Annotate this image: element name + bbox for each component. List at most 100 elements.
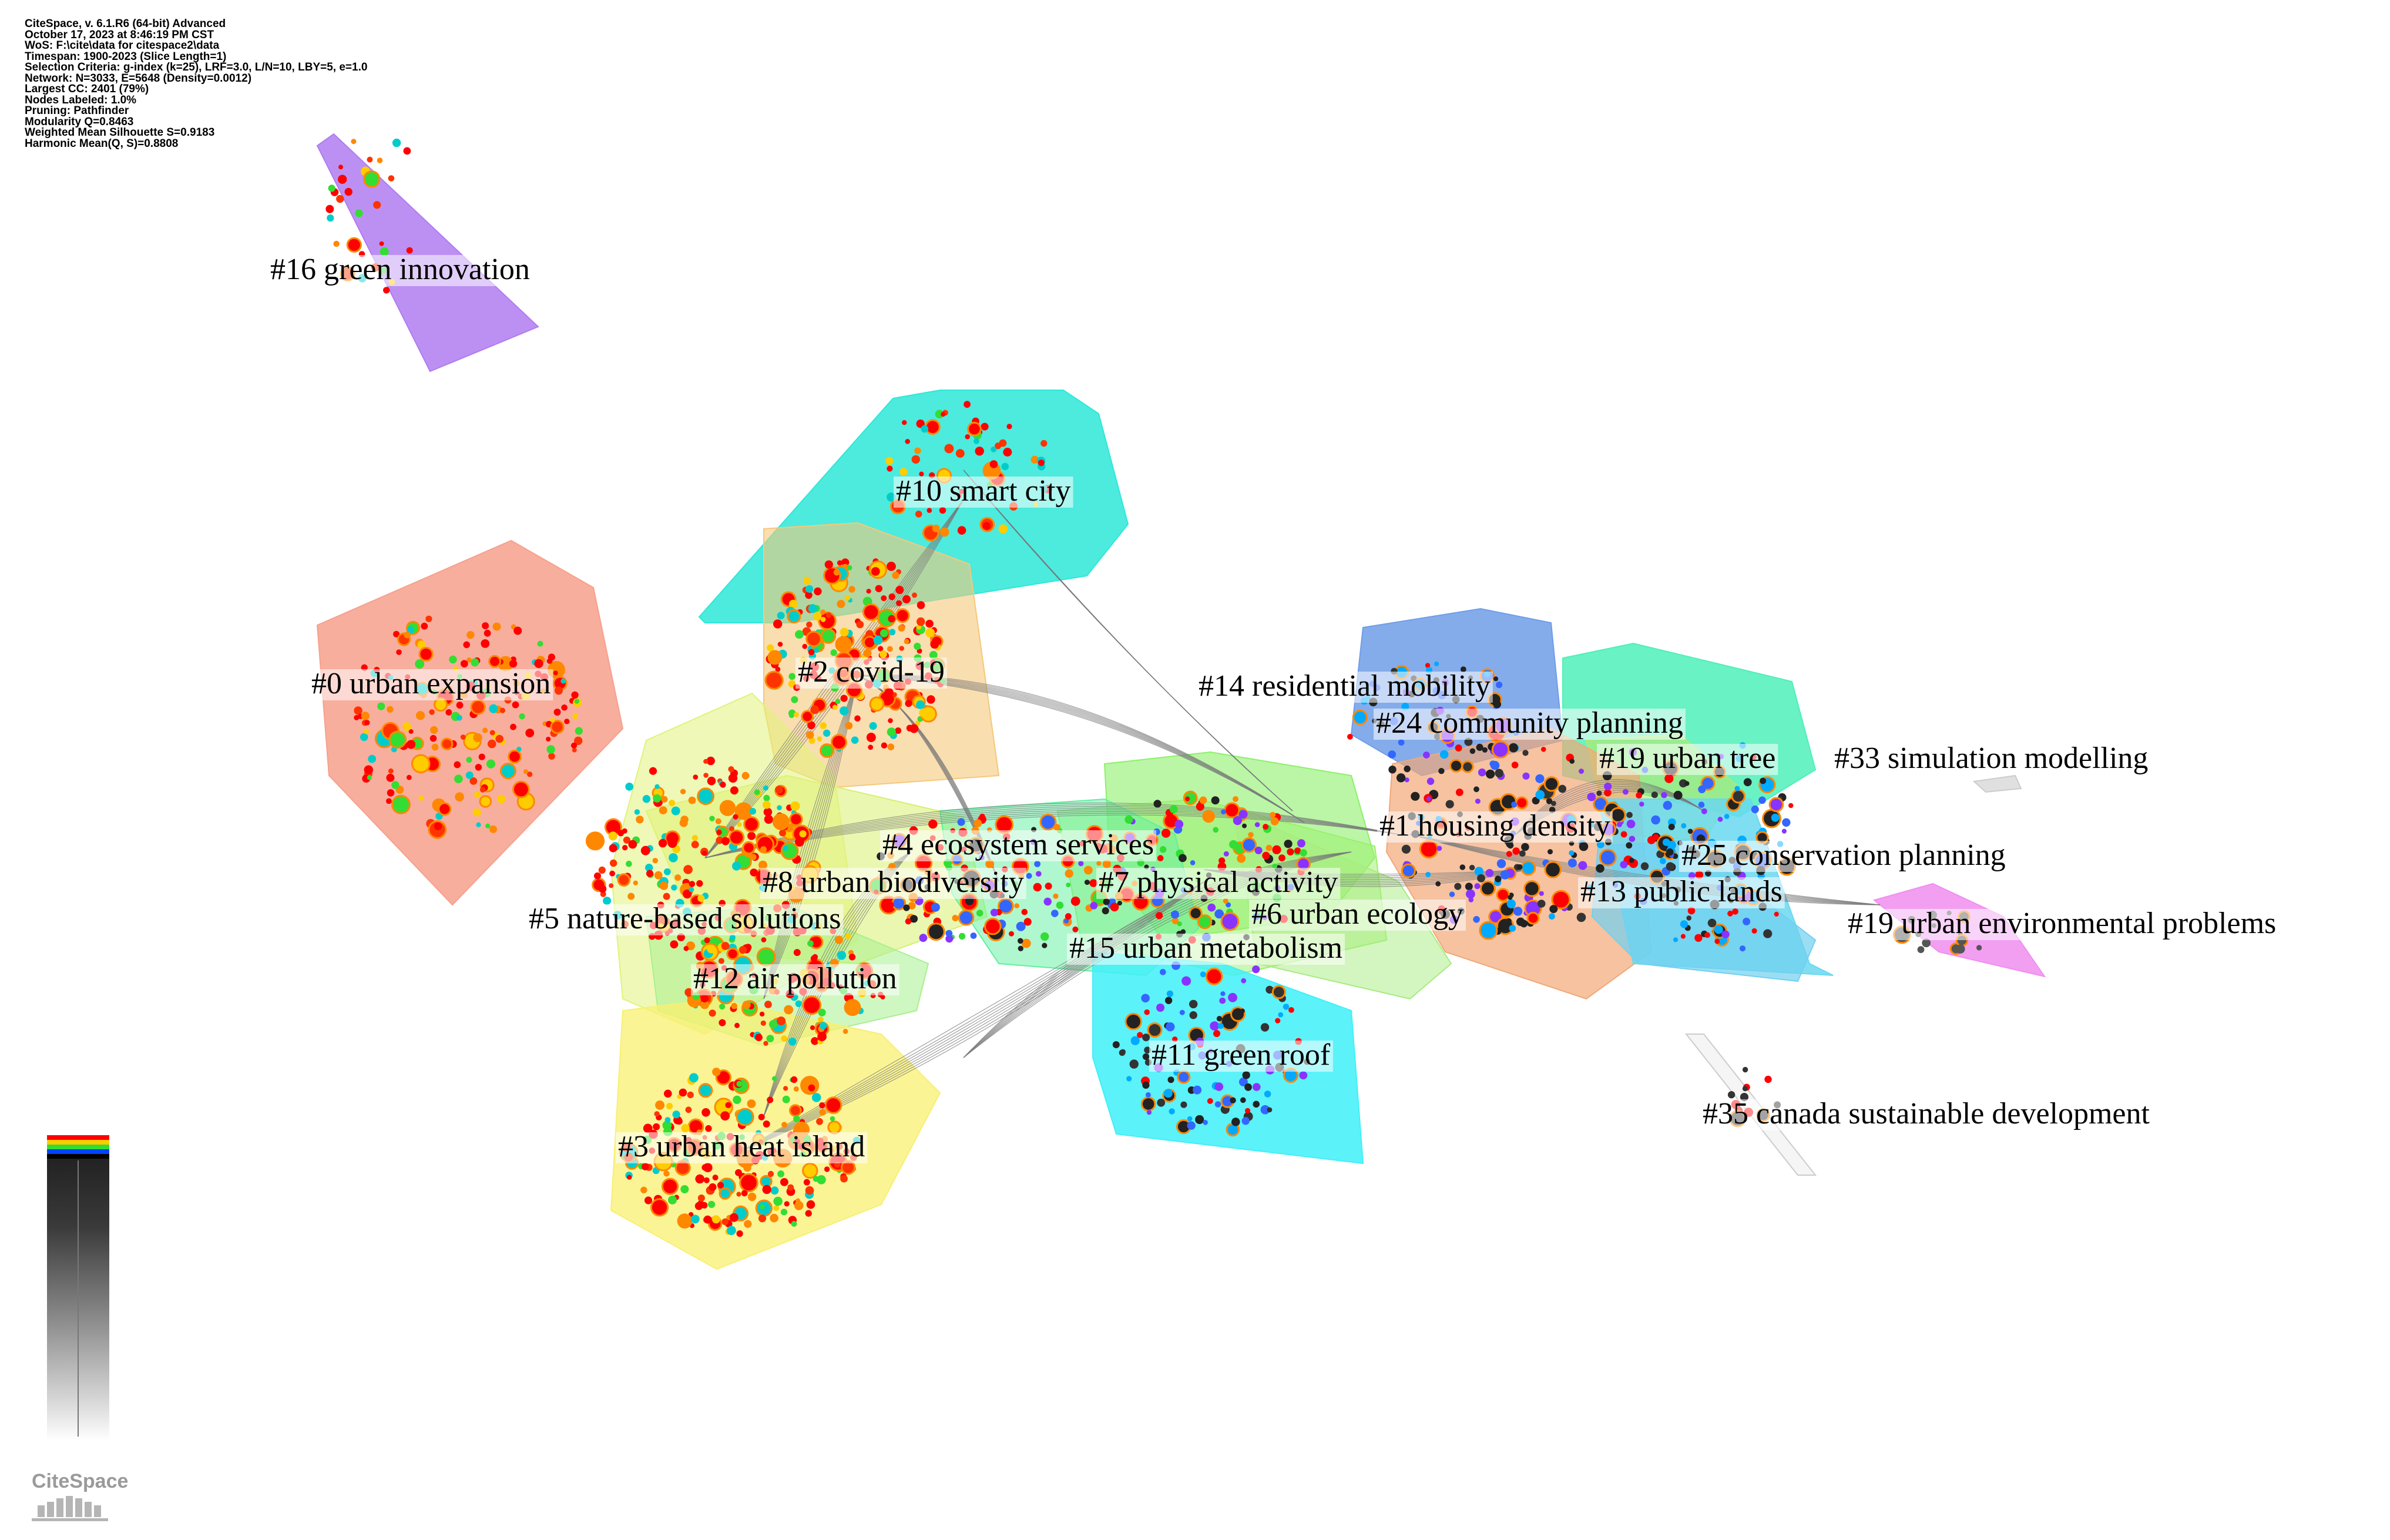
network-node[interactable] [404, 631, 411, 639]
network-node[interactable] [1474, 867, 1483, 876]
network-node[interactable] [663, 868, 671, 875]
network-node[interactable] [509, 659, 518, 668]
network-node[interactable] [627, 893, 635, 900]
network-node[interactable] [744, 1220, 752, 1228]
network-node[interactable] [1347, 734, 1353, 740]
network-node[interactable] [915, 511, 922, 518]
network-node[interactable] [759, 1011, 765, 1017]
network-node[interactable] [840, 694, 848, 702]
network-node[interactable] [1506, 851, 1512, 857]
network-node[interactable] [671, 806, 680, 816]
network-node[interactable] [1704, 932, 1710, 938]
network-node[interactable] [908, 901, 916, 910]
network-node[interactable] [379, 241, 384, 246]
network-node[interactable] [1537, 900, 1546, 908]
network-node[interactable] [1267, 1107, 1273, 1113]
network-node[interactable] [1475, 798, 1481, 804]
network-node[interactable] [1141, 994, 1150, 1003]
network-node[interactable] [475, 764, 482, 771]
network-node[interactable] [719, 1004, 726, 1010]
network-node[interactable] [1639, 801, 1644, 807]
network-node[interactable] [1157, 855, 1164, 861]
network-node[interactable] [355, 209, 363, 217]
network-node[interactable] [773, 619, 783, 629]
network-node[interactable] [764, 670, 784, 690]
network-node[interactable] [653, 1123, 660, 1130]
network-node[interactable] [466, 757, 472, 763]
network-node[interactable] [546, 658, 553, 664]
network-node[interactable] [1474, 883, 1481, 890]
network-node[interactable] [704, 937, 710, 944]
network-node[interactable] [869, 696, 885, 712]
network-node[interactable] [1197, 914, 1213, 930]
network-node[interactable] [754, 789, 760, 796]
network-node[interactable] [1423, 751, 1430, 759]
network-node[interactable] [1142, 1053, 1150, 1061]
network-node[interactable] [1411, 791, 1420, 801]
network-node[interactable] [866, 589, 871, 594]
network-node[interactable] [820, 628, 837, 644]
network-node[interactable] [441, 737, 454, 750]
network-node[interactable] [902, 420, 907, 425]
network-node[interactable] [808, 604, 817, 613]
network-node[interactable] [471, 658, 479, 667]
network-node[interactable] [817, 1032, 827, 1042]
network-node[interactable] [609, 883, 614, 888]
network-node[interactable] [481, 639, 490, 648]
network-node[interactable] [646, 870, 654, 877]
network-node[interactable] [767, 650, 783, 665]
network-node[interactable] [930, 640, 939, 649]
network-node[interactable] [781, 1122, 787, 1128]
network-node[interactable] [905, 918, 912, 925]
network-node[interactable] [1596, 864, 1604, 873]
network-node[interactable] [805, 1186, 814, 1195]
network-node[interactable] [1140, 1096, 1156, 1112]
network-node[interactable] [585, 831, 605, 851]
network-node[interactable] [905, 439, 910, 444]
network-node[interactable] [654, 784, 660, 789]
network-node[interactable] [887, 562, 896, 571]
network-node[interactable] [806, 731, 814, 739]
network-node[interactable] [712, 1175, 719, 1181]
network-node[interactable] [805, 630, 822, 647]
network-node[interactable] [623, 836, 630, 844]
network-node[interactable] [1508, 895, 1513, 900]
network-node[interactable] [1751, 928, 1757, 934]
network-node[interactable] [465, 771, 474, 779]
network-node[interactable] [489, 730, 495, 736]
network-node[interactable] [927, 695, 935, 704]
network-node[interactable] [525, 729, 535, 737]
network-node[interactable] [730, 786, 739, 795]
network-node[interactable] [1155, 912, 1163, 920]
network-node[interactable] [1264, 1091, 1271, 1098]
network-node[interactable] [1189, 999, 1198, 1009]
network-node[interactable] [862, 603, 880, 621]
network-node[interactable] [779, 829, 786, 837]
network-node[interactable] [790, 801, 800, 811]
network-node[interactable] [750, 868, 758, 877]
network-node[interactable] [845, 933, 851, 940]
network-node[interactable] [917, 617, 925, 626]
network-node[interactable] [609, 844, 617, 853]
network-node[interactable] [700, 994, 709, 1003]
network-node[interactable] [958, 932, 966, 940]
network-node[interactable] [1270, 817, 1279, 826]
network-node[interactable] [777, 1016, 786, 1026]
network-node[interactable] [659, 806, 667, 814]
network-node[interactable] [720, 1111, 730, 1121]
network-node[interactable] [780, 1178, 788, 1186]
network-node[interactable] [455, 792, 464, 801]
network-node[interactable] [1189, 906, 1203, 920]
network-node[interactable] [553, 709, 561, 716]
network-node[interactable] [736, 1230, 743, 1237]
network-node[interactable] [1210, 1021, 1220, 1031]
network-node[interactable] [1226, 902, 1231, 908]
network-node[interactable] [449, 655, 457, 664]
network-node[interactable] [764, 1001, 772, 1008]
network-node[interactable] [1698, 785, 1706, 793]
network-node[interactable] [847, 565, 852, 571]
network-node[interactable] [690, 1214, 700, 1224]
network-node[interactable] [771, 1076, 777, 1081]
network-node[interactable] [388, 768, 394, 774]
network-node[interactable] [813, 1176, 819, 1182]
